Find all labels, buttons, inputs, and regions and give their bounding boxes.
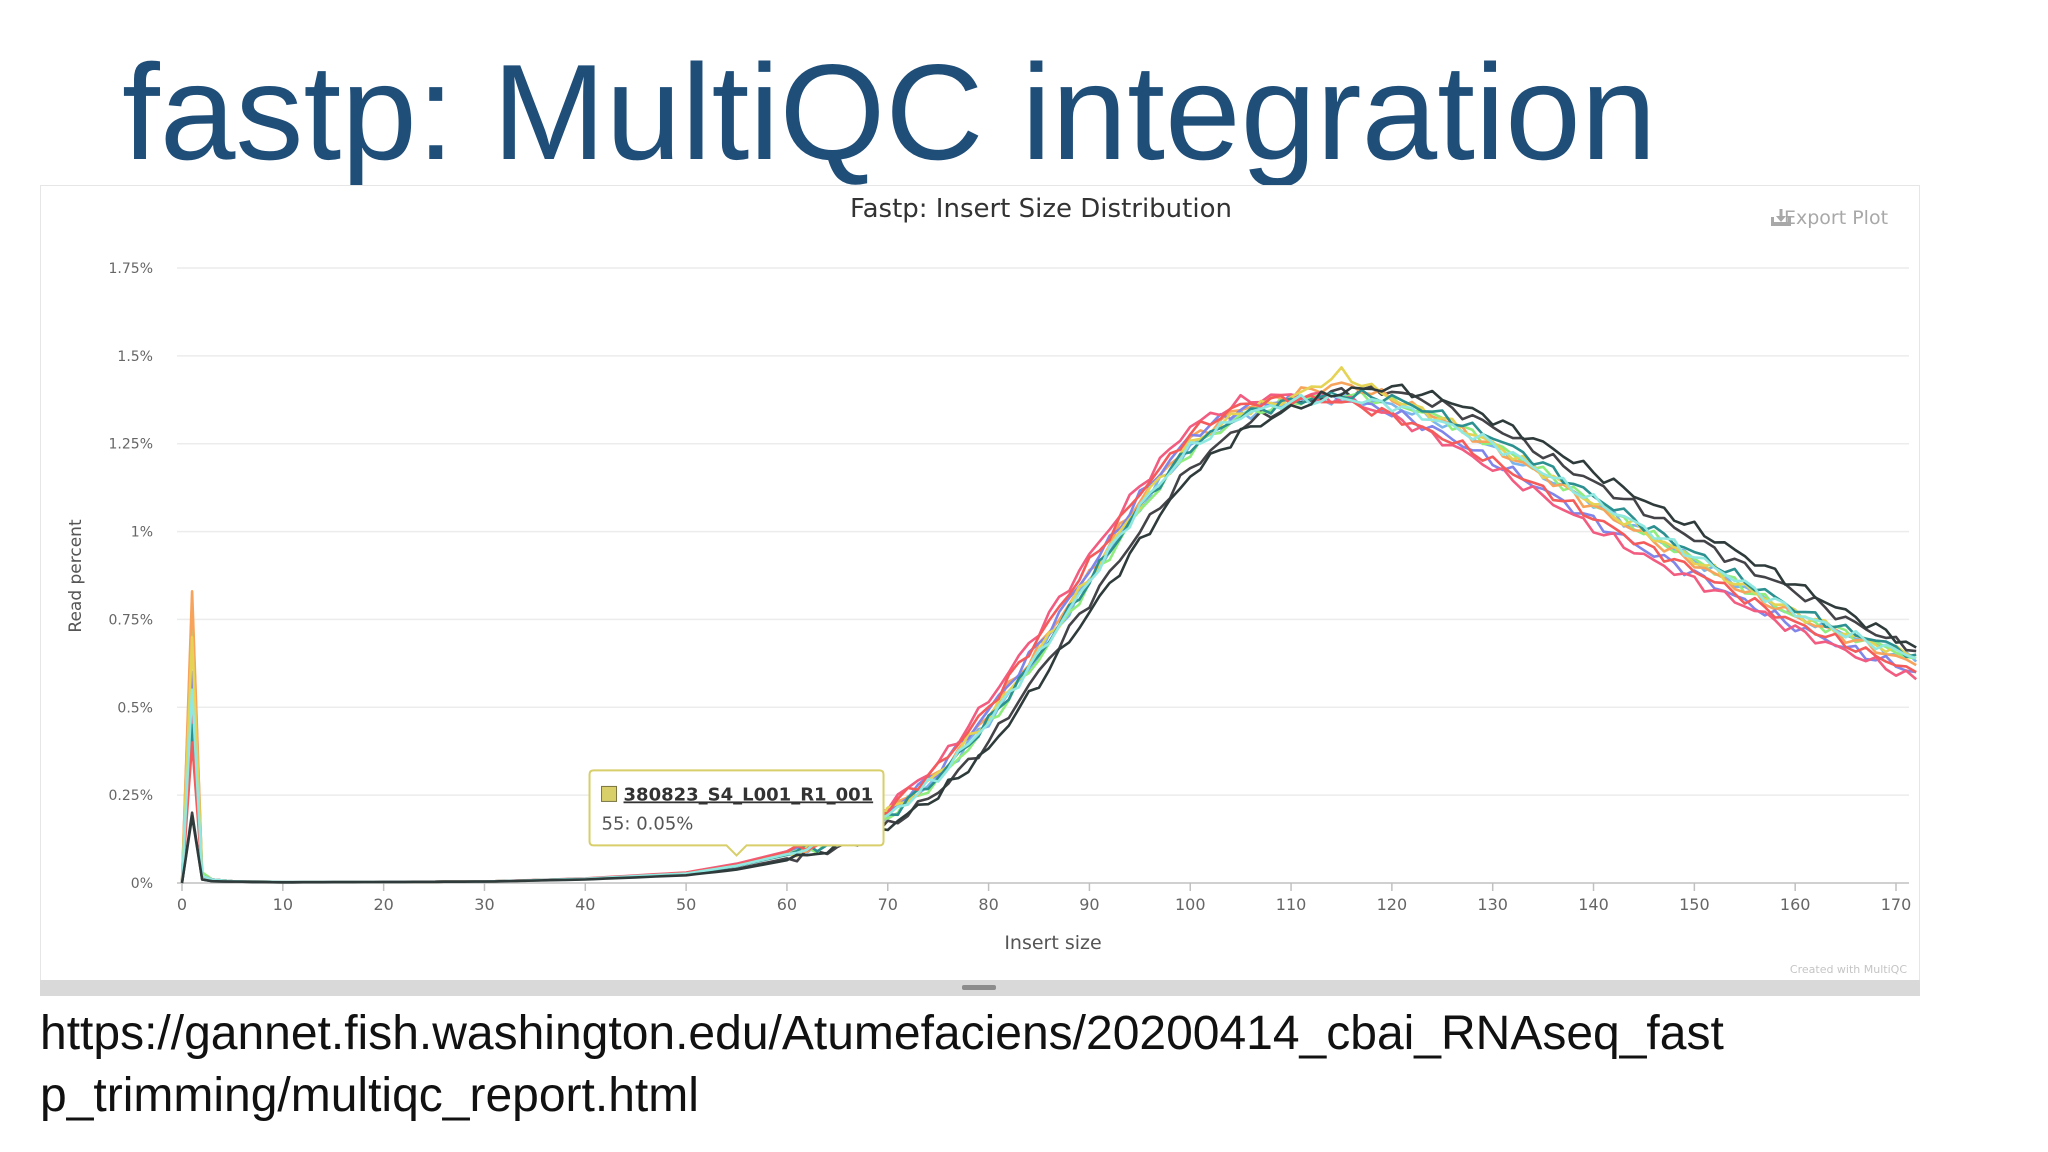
export-plot-label: Export Plot (1784, 207, 1888, 229)
source-url[interactable]: https://gannet.fish.washington.edu/Atume… (40, 1003, 1940, 1127)
x-tick-label: 100 (1175, 895, 1206, 914)
x-tick-label: 10 (273, 895, 293, 914)
series-line[interactable] (180, 366, 1917, 884)
grid-layer (177, 267, 1909, 884)
x-tick-label: 0 (177, 895, 187, 914)
series-line[interactable] (180, 390, 1918, 884)
x-tick-label: 30 (474, 895, 494, 914)
x-tick-label: 50 (676, 895, 696, 914)
y-tick-label: 1.25% (109, 437, 153, 453)
x-tick-label: 130 (1477, 895, 1508, 914)
tooltip-box (588, 769, 885, 857)
series-line[interactable] (180, 383, 1917, 884)
tooltip-value: 55: 0.05% (602, 813, 694, 834)
x-tick-label: 20 (373, 895, 393, 914)
series-line[interactable] (180, 393, 1917, 884)
tooltip-swatch (601, 785, 618, 802)
axis-layer: 0% 0.25% 0.5% 0.75% 1% 1.25% 1.5% 1.75% 0 10 20 30 4… (109, 261, 1912, 914)
y-tick-label: 0% (131, 876, 153, 892)
series-line[interactable] (180, 394, 1917, 884)
y-tick-label: 0.5% (117, 700, 153, 716)
x-tick-label: 60 (777, 895, 797, 914)
x-tick-label: 90 (1079, 895, 1099, 914)
x-tick-label: 120 (1377, 895, 1408, 914)
series-line[interactable] (180, 393, 1917, 884)
y-axis-label: Read percent (66, 519, 86, 633)
x-tick-label: 80 (978, 895, 998, 914)
resize-handle[interactable] (962, 985, 996, 990)
insert-size-chart: 0% 0.25% 0.5% 0.75% 1% 1.25% 1.5% 1.75% 0 10 20 30 4… (66, 194, 1918, 976)
x-tick-label: 160 (1780, 895, 1811, 914)
y-tick-label: 1.75% (109, 261, 153, 277)
plot-container: 0% 0.25% 0.5% 0.75% 1% 1.25% 1.5% 1.75% 0 10 20 30 4… (40, 185, 1920, 982)
slide-title: fastp: MultiQC integration (122, 36, 1657, 188)
y-tick-label: 1% (131, 525, 153, 541)
tooltip-sample: 380823_S4_L001_R1_001 (624, 784, 874, 805)
y-tick-label: 0.75% (109, 612, 153, 628)
x-tick-label: 40 (575, 895, 595, 914)
x-tick-label: 110 (1276, 895, 1307, 914)
chart-title: Fastp: Insert Size Distribution (850, 194, 1232, 224)
source-url-line-2[interactable]: p_trimming/multiqc_report.html (40, 1069, 699, 1122)
x-tick-label: 70 (878, 895, 898, 914)
y-tick-label: 1.5% (117, 349, 153, 365)
download-icon (1771, 209, 1791, 226)
series-layer (180, 366, 1918, 884)
series-line[interactable] (180, 392, 1918, 884)
y-tick-label: 0.25% (109, 788, 153, 804)
tooltip: 380823_S4_L001_R1_001 55: 0.05% (588, 769, 885, 857)
x-tick-label: 170 (1881, 895, 1912, 914)
export-plot-button[interactable]: Export Plot (1771, 207, 1888, 229)
x-tick-label: 150 (1679, 895, 1710, 914)
x-axis-label: Insert size (1004, 932, 1101, 954)
x-tick-label: 140 (1578, 895, 1609, 914)
series-line[interactable] (180, 391, 1917, 884)
credit-label: Created with MultiQC (1790, 963, 1907, 976)
source-url-line-1[interactable]: https://gannet.fish.washington.edu/Atume… (40, 1007, 1724, 1060)
